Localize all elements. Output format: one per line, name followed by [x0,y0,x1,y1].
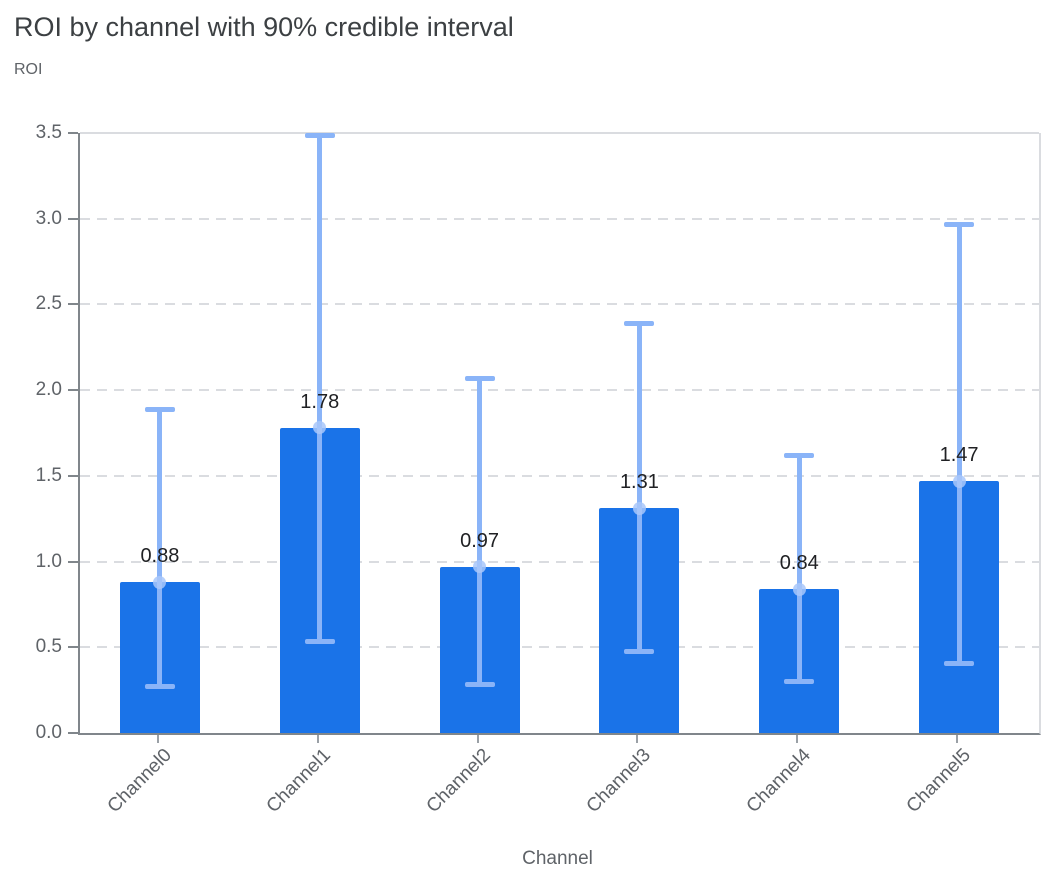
mean-marker-dot [313,421,327,435]
bar-value-label: 1.78 [300,390,340,413]
mean-marker-dot [792,582,806,596]
bar-value-label: 0.88 [140,545,180,568]
error-bar-cap-bottom [784,678,815,684]
y-tick-mark [68,217,78,220]
error-bar-cap-bottom [464,682,495,687]
y-tick-label: 2.5 [35,293,62,315]
error-bar-cap-top [784,453,815,459]
error-bar-cap-top [464,376,495,382]
plot-area: 0.88 1.78 0.97 1.31 0.84 1.47 [78,132,1041,735]
x-tick-mark [796,735,799,743]
y-axis-title: ROI [14,61,43,78]
y-tick-mark [68,732,78,734]
x-tick-mark [156,735,159,743]
y-tick-label: 0.0 [35,722,62,743]
y-tick-mark [68,560,78,563]
bar-value-label: 0.97 [460,529,500,552]
x-tick-mark [636,735,639,743]
mean-marker-dot [473,560,487,574]
error-bar-cap-top [624,321,655,327]
error-bar-line [636,323,642,653]
error-bar-line [157,409,163,687]
y-tick-mark [68,303,78,306]
x-tick-mark [476,735,479,743]
gridline [80,560,1039,563]
error-bar-line [796,455,802,682]
error-bar-cap-top [944,221,975,227]
bar-value-label: 1.47 [939,444,979,466]
gridline [80,646,1039,649]
y-tick-label: 2.0 [35,379,62,401]
x-axis-title: Channel [522,848,593,869]
error-bar-cap-bottom [304,639,335,645]
bar-value-label: 1.31 [619,471,659,494]
y-tick-mark [68,132,78,134]
gridline [80,474,1039,477]
mean-marker-dot [632,501,646,515]
bar-value-label: 0.84 [779,552,819,574]
error-bar-line [317,134,323,643]
error-bar-cap-top [144,407,175,412]
y-tick-mark [68,389,78,392]
x-tick-mark [956,735,959,743]
gridline [80,303,1039,306]
chart-title: ROI by channel with 90% credible interva… [14,12,514,42]
x-tick-mark [316,735,319,743]
error-bar-cap-bottom [624,649,655,655]
y-tick-mark [68,646,78,649]
error-bar-cap-bottom [944,661,975,667]
y-tick-label: 1.5 [35,464,62,486]
y-tick-label: 3.5 [35,122,62,143]
y-tick-label: 0.5 [35,636,62,658]
error-bar-cap-bottom [144,683,175,689]
mean-marker-dot [952,474,966,488]
y-tick-label: 3.0 [35,207,62,229]
x-tick-label-text: Channel5 [902,744,975,818]
error-bar-line [956,223,962,665]
gridline [80,389,1039,392]
gridline [80,217,1039,220]
error-bar-line [477,378,483,685]
y-tick-label: 1.0 [35,550,62,572]
mean-marker-dot [153,575,167,589]
x-tick-label: Channel5 [709,744,974,817]
error-bar-cap-top [304,132,335,138]
gridline [80,132,1039,134]
y-tick-mark [68,474,78,477]
